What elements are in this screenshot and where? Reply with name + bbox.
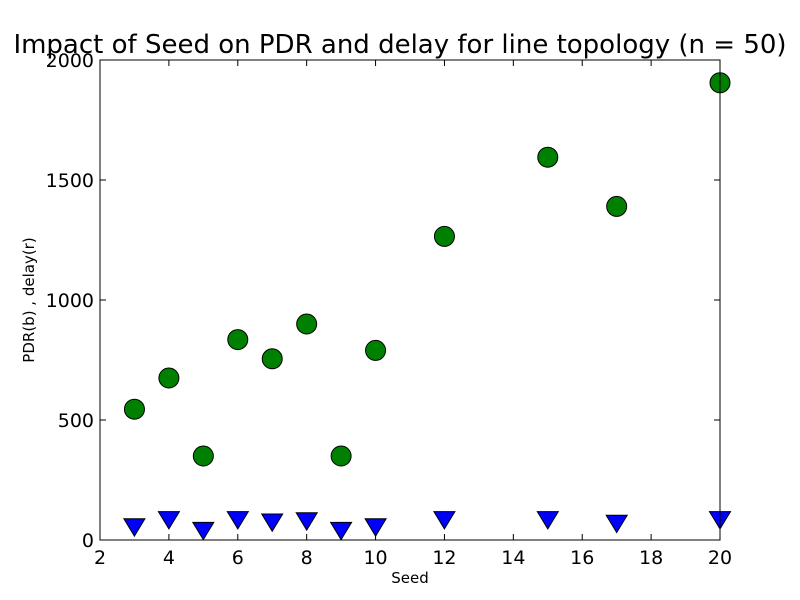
pdr-point: [227, 329, 249, 351]
delay-point: [123, 518, 146, 538]
x-tick-label: 18: [639, 547, 663, 569]
pdr-point: [261, 348, 283, 370]
chart-title: Impact of Seed on PDR and delay for line…: [13, 30, 786, 60]
pdr-point: [365, 339, 387, 361]
axis-ticks: 2 4 6 8 10 12 14 16 18 20 0 500 1000 1500 2000: [46, 50, 732, 569]
x-tick-label: 6: [232, 547, 244, 569]
delay-point: [536, 511, 560, 530]
delay-point: [226, 511, 250, 530]
pdr-point: [537, 146, 559, 168]
delay-point: [433, 511, 456, 530]
pdr-point: [433, 225, 455, 247]
delay-point: [157, 511, 181, 530]
x-axis-label: Seed: [391, 569, 429, 587]
delay-point: [295, 512, 319, 532]
pdr-point: [606, 195, 628, 217]
delay-point: [191, 521, 215, 541]
x-tick-label: 4: [163, 547, 175, 569]
pdr-point: [296, 313, 318, 335]
y-axis-label: PDR(b) , delay(r): [20, 237, 38, 362]
delay-point: [260, 513, 284, 533]
x-tick-label: 20: [708, 547, 732, 569]
plot-area-frame: [99, 59, 721, 541]
data-markers: [123, 72, 732, 541]
x-tick-label: 10: [363, 547, 387, 569]
pdr-point: [158, 367, 180, 389]
x-tick-label: 8: [301, 547, 313, 569]
delay-point: [364, 518, 387, 538]
x-tick-label: 12: [432, 547, 456, 569]
delay-point: [329, 521, 353, 541]
x-tick-label: 16: [570, 547, 594, 569]
pdr-point: [330, 445, 352, 467]
y-tick-label: 1500: [46, 170, 94, 192]
y-tick-label: 500: [58, 410, 94, 432]
y-tick-label: 2000: [46, 50, 94, 72]
y-tick-label: 0: [82, 530, 94, 552]
y-tick-label: 1000: [46, 290, 94, 312]
x-tick-label: 2: [94, 547, 106, 569]
pdr-point: [192, 445, 214, 467]
x-tick-label: 14: [501, 547, 525, 569]
delay-point: [605, 514, 629, 534]
pdr-point: [123, 398, 145, 420]
